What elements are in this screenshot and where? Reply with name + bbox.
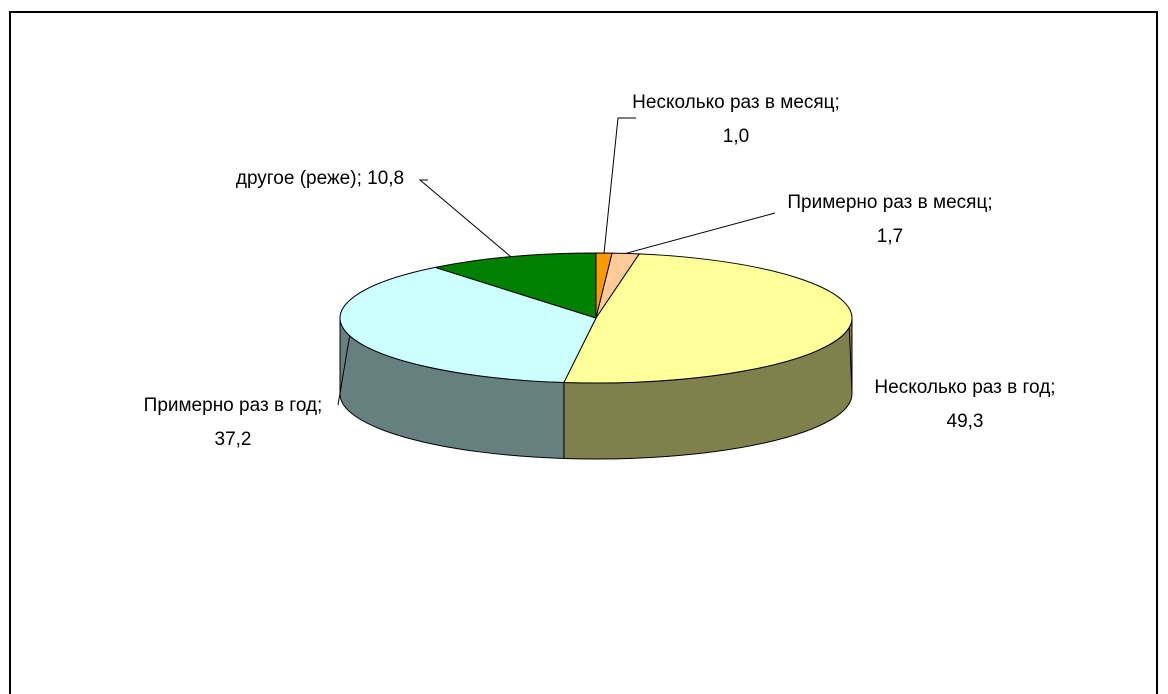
data-label: Несколько раз в год; 49,3 xyxy=(874,377,1056,432)
data-label: Примерно раз в месяц; 1,7 xyxy=(787,192,993,247)
slice xyxy=(339,266,597,383)
leader-line xyxy=(625,212,776,254)
leader-line xyxy=(418,179,512,258)
leader-line xyxy=(848,327,853,393)
leader-line xyxy=(603,117,636,254)
data-label: Примерно раз в год; 37,2 xyxy=(143,395,323,450)
leader-line xyxy=(337,335,351,406)
data-label: Несколько раз в месяц; 1,0 xyxy=(632,92,840,147)
slice xyxy=(563,253,853,384)
data-label: другое (реже); 10,8 xyxy=(235,168,405,189)
